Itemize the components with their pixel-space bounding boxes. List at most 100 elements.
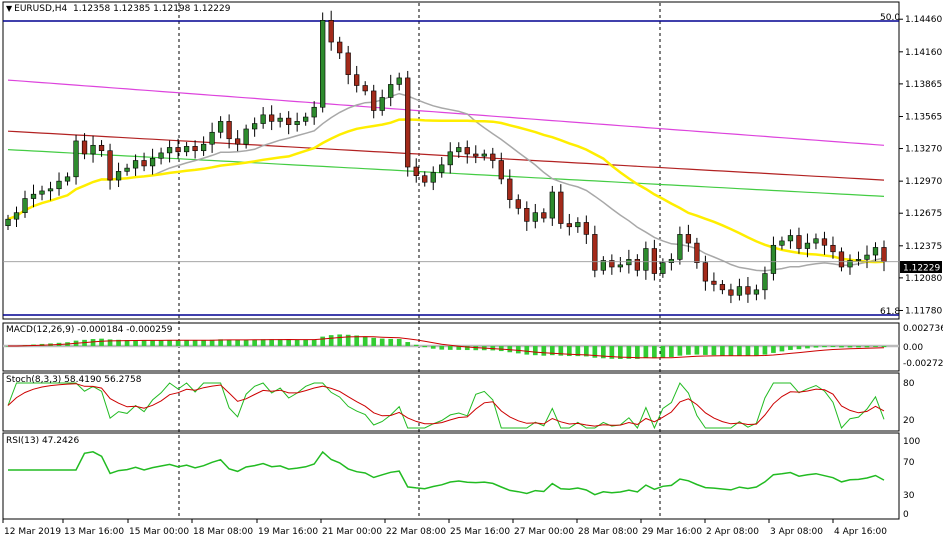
candle-bear [141, 160, 147, 167]
candle-bear [473, 153, 479, 157]
candle-bull [439, 164, 445, 173]
macd-bar [643, 346, 649, 359]
macd-bar [728, 346, 734, 356]
macd-bar [464, 346, 470, 351]
time-tick-label: 27 Mar 00:00 [514, 527, 574, 537]
macd-bar [635, 346, 640, 359]
stoch-d-line [7, 383, 885, 427]
candle-bull [311, 106, 317, 118]
candle-bear [286, 117, 292, 125]
macd-bar [430, 346, 436, 349]
macd-bar [864, 346, 870, 348]
fibonacci-lines [3, 20, 899, 316]
candle-bear [881, 247, 887, 262]
stoch-panel[interactable] [2, 372, 900, 432]
stoch-axis-label: 80 [903, 379, 915, 389]
macd-bar [541, 346, 547, 356]
macd-bar [320, 336, 326, 346]
candle-bull [787, 235, 794, 242]
candle-bull [855, 259, 862, 261]
price-tick-label: 1.12375 [905, 242, 942, 252]
candle-bull [252, 123, 258, 130]
macd-bar [175, 340, 181, 346]
candle-bull [22, 198, 28, 213]
price-tick-label: 1.13565 [905, 112, 942, 122]
candle-bear [192, 146, 198, 152]
candle-bull [456, 147, 462, 153]
macd-bar [107, 339, 113, 346]
candle-bull [626, 259, 632, 266]
macd-bar [822, 346, 827, 348]
time-tick-label: 3 Apr 08:00 [770, 527, 823, 537]
candle-bear [490, 153, 496, 161]
time-tick-label: 12 Mar 2019 [4, 527, 61, 537]
macd-bar [362, 336, 368, 346]
candle-bear [541, 212, 547, 219]
macd-bar [167, 340, 172, 346]
candle-bear [830, 244, 836, 253]
price-tick-label: 1.12080 [905, 274, 942, 284]
price-tick-label: 1.12970 [905, 177, 942, 187]
rsi-title: RSI(13) 47.2426 [6, 436, 80, 446]
macd-bar [669, 346, 674, 358]
candle-bull [677, 234, 683, 260]
candle-bear [583, 222, 589, 235]
macd-histogram [3, 334, 899, 359]
macd-axis-label: -0.002723 [903, 359, 943, 369]
candle-bear [634, 259, 640, 271]
candle-bull [864, 254, 870, 260]
macd-bar [90, 339, 96, 346]
macd-bar [277, 339, 283, 346]
candle-bull [600, 260, 606, 271]
macd-bar [388, 338, 394, 346]
candle-bull [872, 247, 879, 256]
rsi-axis-label: 0 [903, 510, 909, 520]
candle-bear [464, 147, 470, 155]
rsi-panel[interactable] [2, 432, 900, 520]
candle-bull [532, 212, 538, 222]
candle-bull [200, 143, 207, 152]
fib-bottom-label: 61.8 [880, 307, 900, 317]
macd-bar [618, 346, 623, 359]
time-tick-label: 2 Apr 08:00 [706, 527, 759, 537]
macd-bar [192, 340, 198, 346]
macd-bar [371, 337, 377, 346]
macd-bar [405, 342, 411, 346]
macd-bar [703, 346, 708, 355]
macd-bar [379, 338, 385, 346]
time-axis: 12 Mar 2019 13 Mar 16:00 15 Mar 00:00 18 Ma… [2, 519, 887, 537]
candle-bear [719, 284, 726, 291]
macd-bar [745, 346, 751, 356]
candle-bear [796, 235, 802, 249]
candle-bull [549, 191, 555, 219]
macd-bar [788, 346, 793, 350]
ohlc-values: 1.12358 1.12385 1.12198 1.12229 [73, 4, 231, 14]
candle-bull [753, 289, 760, 295]
macd-bar [549, 346, 555, 356]
macd-bar [141, 340, 147, 346]
fib-top-label: 50.0 [880, 13, 900, 23]
candle-bull [617, 264, 623, 268]
candle-bear [413, 166, 419, 177]
macd-bar [422, 346, 428, 348]
candle-bull [260, 114, 266, 124]
macd-bar [652, 346, 657, 359]
rsi-axis-label: 70 [903, 458, 915, 468]
macd-bar [532, 346, 538, 356]
current-price-box [900, 261, 942, 273]
candle-bull [64, 176, 71, 182]
candle-bull [320, 20, 326, 108]
macd-bar [218, 339, 223, 346]
candle-bear [81, 140, 88, 155]
macd-bar [830, 346, 836, 348]
macd-bar [711, 346, 717, 356]
macd-bar [583, 346, 589, 357]
macd-bar [116, 339, 121, 346]
candle-bull [124, 167, 130, 172]
macd-bar [337, 334, 343, 346]
dropdown-triangle-icon[interactable]: ▼ [6, 4, 13, 13]
candle-bull [736, 286, 743, 296]
candle-bear [515, 199, 521, 209]
candle-bull [47, 188, 54, 192]
